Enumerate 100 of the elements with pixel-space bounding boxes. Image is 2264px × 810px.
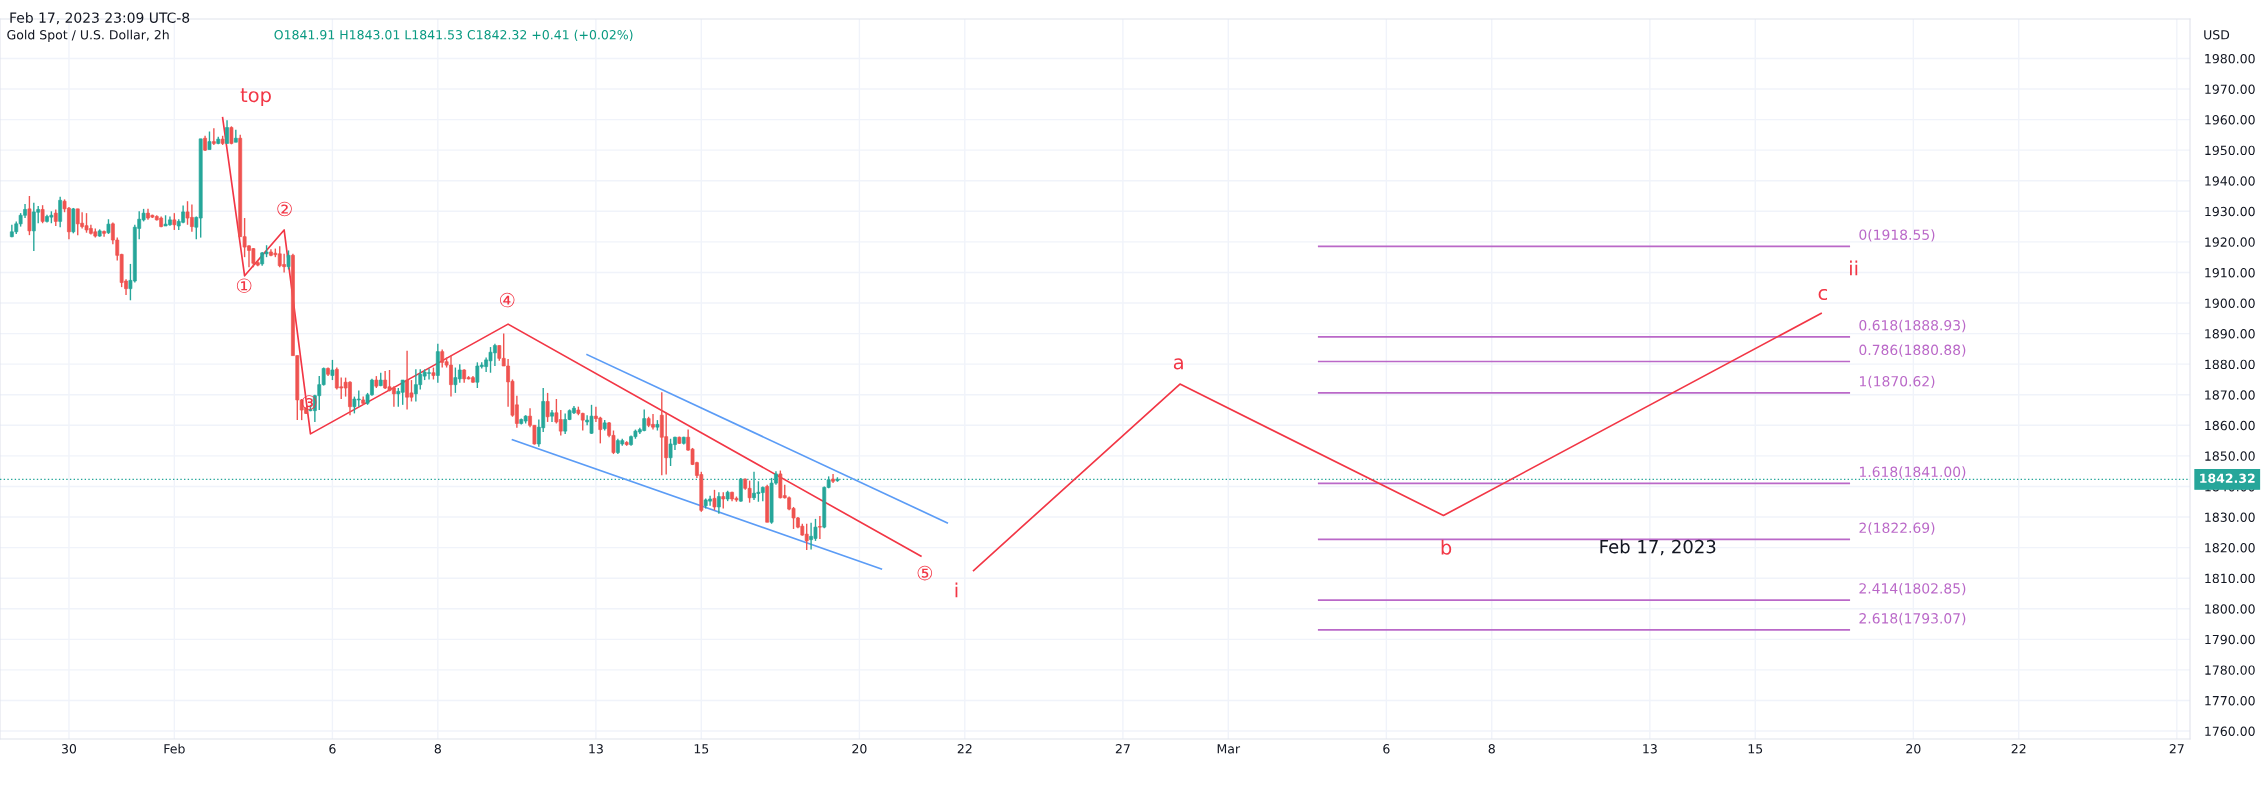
candlestick [778,469,783,500]
x-tick-label: 27 [1115,744,1130,754]
y-tick-label: 1790.00 [2205,634,2255,645]
text: O1841.91 H1843.01 L1841.53 C1842.32 +0.41 (+0.02%) [274,29,633,41]
candlestick [589,404,594,435]
annotation: ② [277,201,292,217]
y-tick-label: 1830.00 [2205,512,2255,522]
y-tick-label: 1890.00 [2205,329,2255,339]
candlestick [80,211,85,230]
candlestick [207,130,212,151]
candlestick [664,412,669,476]
y-tick-label: 1970.00 [2205,84,2255,94]
y-tick-label: 1820.00 [2205,543,2255,553]
candlestick [383,370,388,390]
annotation: ④ [499,292,515,308]
candlestick [804,523,809,551]
x-tick-label: 6 [1383,744,1390,754]
annotation: a [1173,358,1183,370]
x-tick-label: 27 [2169,744,2184,754]
candlestick [330,359,335,381]
candlestick [563,412,568,435]
candlestick [440,348,445,369]
annotation: ③ [301,395,317,410]
candlestick [400,379,405,406]
candlestick [75,208,80,236]
y-tick-label: 1760.00 [2205,726,2255,736]
line-series [972,312,1822,572]
candlestick [488,346,493,374]
y-tick-label: 1850.00 [2205,451,2255,461]
annotation: b [1441,539,1452,555]
candlestick [27,195,32,236]
candlestick [413,368,418,403]
candlestick [475,361,480,389]
candlestick [71,207,76,235]
candlestick [225,119,229,145]
annotation: Feb 17, 2023 [1600,539,1716,556]
candlestick [286,249,291,271]
candlestick [659,391,664,476]
candlestick [545,392,550,423]
x-tick-label: 20 [852,744,867,754]
candlestick [457,363,462,384]
candlestick [282,253,287,274]
candlestick [716,491,721,515]
y-tick-label: 1950.00 [2205,145,2255,156]
ref-line-label: 1842.32 [2200,473,2255,483]
candlestick [31,202,36,252]
candlestick [668,438,673,467]
ref-line-label: 2.414(1802.85) [1859,582,1966,596]
y-tick-label: 1920.00 [2205,237,2255,247]
annotation: ii [1850,260,1858,276]
x-tick-label: 22 [2011,744,2026,754]
y-tick-label: 1860.00 [2205,420,2255,431]
candlestick [712,489,717,512]
x-tick-label: 22 [957,744,972,754]
candlestick [211,127,216,146]
annotation: i [955,582,958,598]
ref-line-label: 0.786(1880.88) [1859,344,1966,357]
candlestick [453,366,458,394]
ref-line-label: 2.618(1793.07) [1859,612,1966,626]
y-tick-label: 1930.00 [2205,206,2255,217]
y-tick-label: 1770.00 [2205,695,2255,706]
candlestick [40,204,45,224]
x-tick-label: 6 [329,744,336,754]
y-tick-label: 1800.00 [2205,604,2255,614]
y-tick-label: 1880.00 [2205,359,2255,370]
x-tick-label: 13 [589,744,603,754]
x-tick-label: 15 [694,744,709,754]
candlestick [435,342,440,384]
y-tick-label: 1960.00 [2205,115,2255,125]
y-tick-label: 1870.00 [2205,390,2255,400]
candlestick [409,379,414,403]
annotation: top [240,88,271,107]
y-tick-label: 1810.00 [2205,573,2255,584]
y-tick-label: 1980.00 [2205,53,2255,64]
annotation: Feb 17, 2023 23:09 UTC-8 [10,12,190,25]
text: Gold Spot / U.S. Dollar, 2h [7,29,169,42]
y-tick-label: 1940.00 [2205,176,2255,186]
x-tick-label: 13 [1643,744,1657,754]
x-tick-label: Mar [1217,744,1241,754]
candlestick [277,245,282,268]
line-series [221,116,922,558]
annotation: ⑤ [917,565,933,581]
ref-line-label: 0.618(1888.93) [1859,319,1966,333]
candlestick [817,515,822,540]
ref-line-label: 1(1870.62) [1859,375,1935,389]
candlestick [58,195,63,228]
x-tick-label: Feb [164,743,185,754]
x-tick-label: 15 [1748,744,1763,754]
candlestick [747,479,752,504]
ref-line-label: 0(1918.55) [1859,229,1935,242]
x-tick-label: 30 [61,744,77,754]
y-tick-label: 1780.00 [2205,665,2255,675]
y-tick-label: 1900.00 [2205,298,2255,308]
annotation: ① [236,278,252,293]
candlestick [334,366,339,391]
y-axis-title: USD [2204,30,2230,40]
ref-line-label: 2(1822.69) [1859,522,1935,535]
candlestick [84,212,89,234]
x-tick-label: 8 [1488,744,1495,754]
x-tick-label: 20 [1906,744,1921,754]
